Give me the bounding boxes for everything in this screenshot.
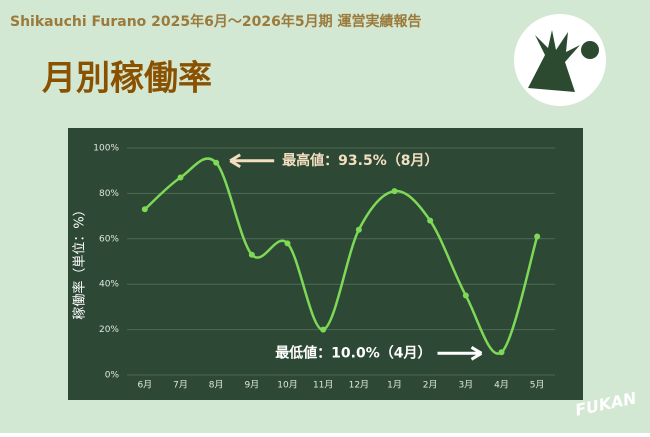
y-tick-label: 100% <box>93 144 119 154</box>
data-point <box>320 326 327 333</box>
logo-moon <box>581 41 599 59</box>
title: 月別稼働率 <box>42 59 212 99</box>
y-axis-label: 稼働率（単位：%） <box>72 203 88 319</box>
data-point <box>177 174 184 181</box>
annotation: 最低値：10.0%（4月） <box>275 344 431 361</box>
data-point <box>534 233 541 240</box>
logo <box>514 14 606 106</box>
data-point <box>391 188 398 195</box>
y-tick-label: 80% <box>99 189 119 199</box>
data-point <box>462 292 469 299</box>
y-tick-label: 60% <box>99 234 119 244</box>
x-tick-label: 11月 <box>313 380 333 391</box>
x-tick-label: 10月 <box>277 380 297 391</box>
logo-deer <box>528 30 580 92</box>
data-point <box>427 217 434 224</box>
x-tick-label: 5月 <box>530 380 545 391</box>
x-tick-label: 4月 <box>494 380 509 391</box>
y-tick-label: 0% <box>105 371 120 381</box>
x-tick-label: 7月 <box>173 380 188 391</box>
y-tick-label: 20% <box>99 325 119 335</box>
annotation-arrow <box>229 153 275 169</box>
data-point <box>141 206 148 213</box>
x-tick-label: 2月 <box>423 380 438 391</box>
data-point <box>498 349 505 356</box>
annotation-arrow <box>437 346 483 361</box>
data-point <box>355 226 362 233</box>
subtitle: Shikauchi Furano 2025年6月～2026年5月期 運営実績報告 <box>10 13 421 30</box>
x-tick-label: 1月 <box>387 380 402 391</box>
x-tick-label: 3月 <box>458 380 473 391</box>
data-point <box>248 251 255 258</box>
y-tick-label: 40% <box>99 280 119 290</box>
x-tick-label: 6月 <box>137 380 152 391</box>
data-point <box>213 159 220 166</box>
annotation: 最高値：93.5%（8月） <box>282 152 438 169</box>
x-tick-label: 12月 <box>349 380 369 391</box>
x-tick-label: 8月 <box>209 380 224 391</box>
x-tick-label: 9月 <box>244 380 259 391</box>
data-point <box>284 240 291 247</box>
